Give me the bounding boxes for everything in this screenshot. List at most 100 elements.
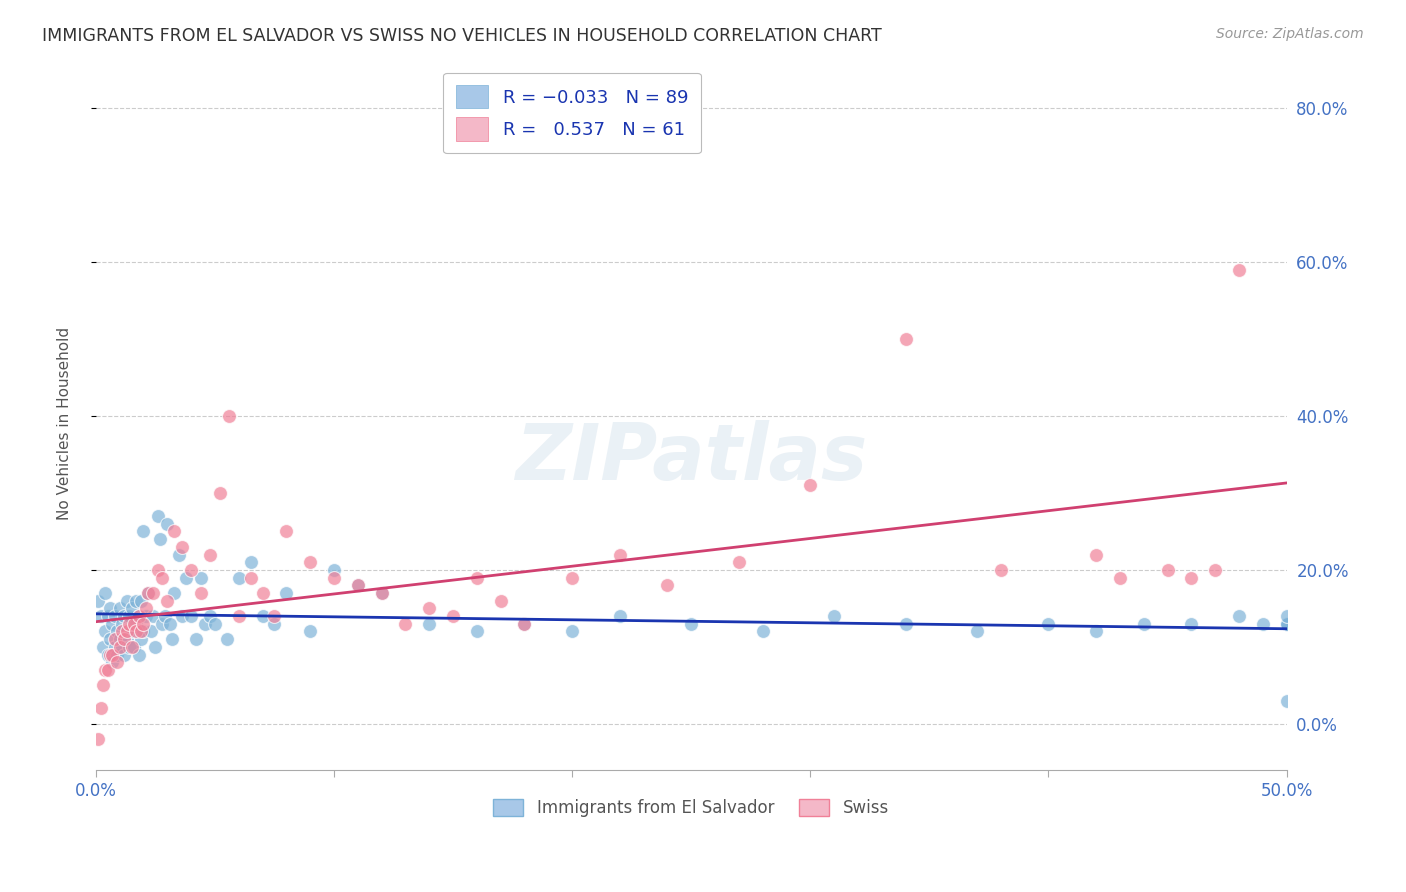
- Point: [198, 609, 221, 624]
- Point: [1109, 571, 1132, 585]
- Point: [87, 593, 110, 607]
- Point: [218, 409, 240, 423]
- Point: [97, 663, 120, 677]
- Point: [115, 593, 138, 607]
- Point: [681, 616, 703, 631]
- Point: [751, 624, 773, 639]
- Point: [90, 701, 112, 715]
- Point: [1180, 571, 1202, 585]
- Point: [966, 624, 988, 639]
- Point: [1132, 616, 1154, 631]
- Point: [121, 624, 143, 639]
- Point: [323, 563, 346, 577]
- Point: [97, 648, 120, 662]
- Point: [94, 663, 117, 677]
- Point: [1085, 624, 1108, 639]
- Point: [128, 648, 150, 662]
- Point: [112, 632, 135, 647]
- Point: [489, 593, 512, 607]
- Point: [97, 609, 120, 624]
- Point: [1227, 262, 1250, 277]
- Point: [135, 609, 157, 624]
- Point: [198, 548, 221, 562]
- Point: [609, 609, 631, 624]
- Point: [370, 586, 392, 600]
- Point: [561, 624, 583, 639]
- Point: [152, 616, 174, 631]
- Legend: Immigrants from El Salvador, Swiss: Immigrants from El Salvador, Swiss: [486, 792, 896, 824]
- Point: [128, 609, 150, 624]
- Point: [125, 593, 148, 607]
- Point: [465, 571, 488, 585]
- Point: [111, 640, 134, 654]
- Point: [143, 640, 166, 654]
- Point: [121, 601, 143, 615]
- Point: [111, 616, 134, 631]
- Point: [118, 609, 141, 624]
- Point: [418, 616, 440, 631]
- Point: [228, 571, 250, 585]
- Point: [121, 640, 143, 654]
- Point: [252, 609, 274, 624]
- Point: [156, 516, 179, 531]
- Point: [990, 563, 1012, 577]
- Point: [129, 632, 152, 647]
- Point: [104, 640, 127, 654]
- Point: [160, 632, 183, 647]
- Point: [122, 640, 145, 654]
- Point: [125, 616, 148, 631]
- Point: [101, 616, 124, 631]
- Point: [299, 555, 322, 569]
- Point: [152, 571, 174, 585]
- Point: [98, 632, 121, 647]
- Point: [167, 548, 190, 562]
- Point: [657, 578, 679, 592]
- Point: [276, 524, 298, 539]
- Point: [135, 601, 157, 615]
- Point: [1204, 563, 1226, 577]
- Point: [263, 616, 285, 631]
- Point: [418, 601, 440, 615]
- Point: [118, 616, 141, 631]
- Point: [465, 624, 488, 639]
- Point: [108, 601, 131, 615]
- Point: [163, 524, 186, 539]
- Point: [142, 586, 165, 600]
- Point: [91, 678, 114, 692]
- Point: [190, 586, 212, 600]
- Point: [129, 624, 152, 639]
- Point: [513, 616, 536, 631]
- Point: [370, 586, 392, 600]
- Point: [180, 563, 202, 577]
- Point: [101, 648, 124, 662]
- Point: [190, 571, 212, 585]
- Point: [1251, 616, 1274, 631]
- Point: [228, 609, 250, 624]
- Point: [105, 624, 128, 639]
- Point: [122, 616, 145, 631]
- Point: [894, 616, 917, 631]
- Point: [727, 555, 749, 569]
- Point: [149, 532, 172, 546]
- Point: [132, 524, 155, 539]
- Point: [128, 609, 150, 624]
- Point: [139, 624, 162, 639]
- Point: [153, 609, 176, 624]
- Point: [823, 609, 845, 624]
- Point: [118, 640, 141, 654]
- Point: [1275, 694, 1298, 708]
- Point: [1156, 563, 1178, 577]
- Point: [112, 648, 135, 662]
- Point: [115, 632, 138, 647]
- Point: [98, 601, 121, 615]
- Text: IMMIGRANTS FROM EL SALVADOR VS SWISS NO VEHICLES IN HOUSEHOLD CORRELATION CHART: IMMIGRANTS FROM EL SALVADOR VS SWISS NO …: [42, 27, 882, 45]
- Point: [105, 655, 128, 669]
- Point: [194, 616, 217, 631]
- Point: [104, 609, 127, 624]
- Point: [513, 616, 536, 631]
- Point: [252, 586, 274, 600]
- Point: [215, 632, 238, 647]
- Text: ZIPatlas: ZIPatlas: [515, 420, 868, 496]
- Point: [105, 648, 128, 662]
- Point: [108, 640, 131, 654]
